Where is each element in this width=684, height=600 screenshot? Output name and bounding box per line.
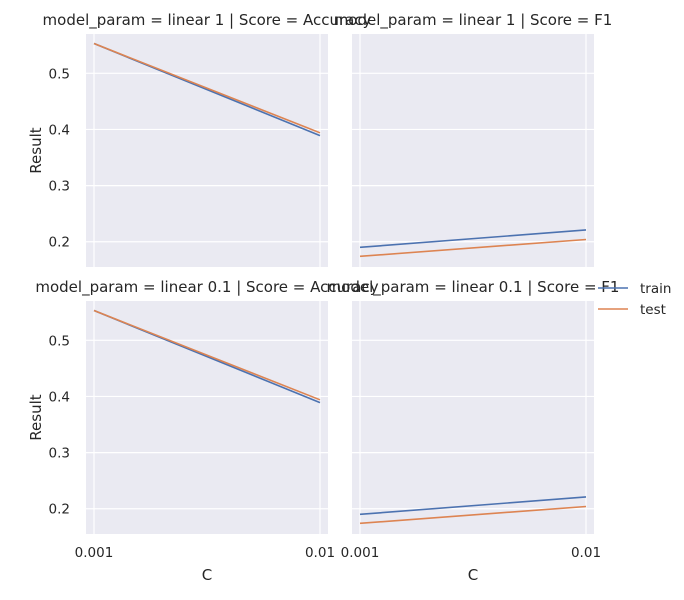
facet-panel-3: model_param = linear 0.1 | Score = Accur… [27,278,379,584]
facet-panel-1: model_param = linear 1 | Score = Accurac… [27,11,372,267]
x-tick-label: 0.001 [341,545,380,561]
y-tick-label: 0.4 [49,389,70,405]
series-line-test [93,42,321,134]
facet-title: model_param = linear 1 | Score = F1 [334,11,613,30]
x-axis-label: C [202,566,212,584]
legend-label-train: train [640,281,671,297]
y-tick-label: 0.3 [49,179,70,195]
y-tick-label: 0.2 [49,235,70,251]
facet-title: model_param = linear 0.1 | Score = Accur… [35,278,378,297]
x-axis-label: C [468,566,478,584]
facet-panel-2: model_param = linear 1 | Score = F1 [334,11,613,267]
series-line-test [359,505,587,525]
series-line-test [359,238,587,258]
series-line-train [359,229,587,249]
facet-title: model_param = linear 1 | Score = Accurac… [43,11,372,30]
facet-panel-4: model_param = linear 0.1 | Score = F1 0.0… [327,278,620,584]
plot-background [86,301,328,534]
legend-label-test: test [640,302,666,318]
facet-panels: model_param = linear 1 | Score = Accurac… [27,11,619,584]
facet-title: model_param = linear 0.1 | Score = F1 [327,278,620,297]
x-tick-label: 0.01 [305,545,335,561]
plot-background [86,34,328,267]
y-axis-label: Result [27,127,45,173]
series-line-test [93,309,321,401]
y-tick-label: 0.3 [49,446,70,462]
y-tick-label: 0.2 [49,502,70,518]
x-tick-label: 0.001 [75,545,114,561]
y-tick-label: 0.4 [49,122,70,138]
legend: train test [598,281,671,318]
y-axis-label: Result [27,394,45,440]
y-tick-label: 0.5 [49,333,70,349]
series-line-train [359,496,587,516]
y-tick-label: 0.5 [49,66,70,82]
x-tick-label: 0.01 [571,545,601,561]
